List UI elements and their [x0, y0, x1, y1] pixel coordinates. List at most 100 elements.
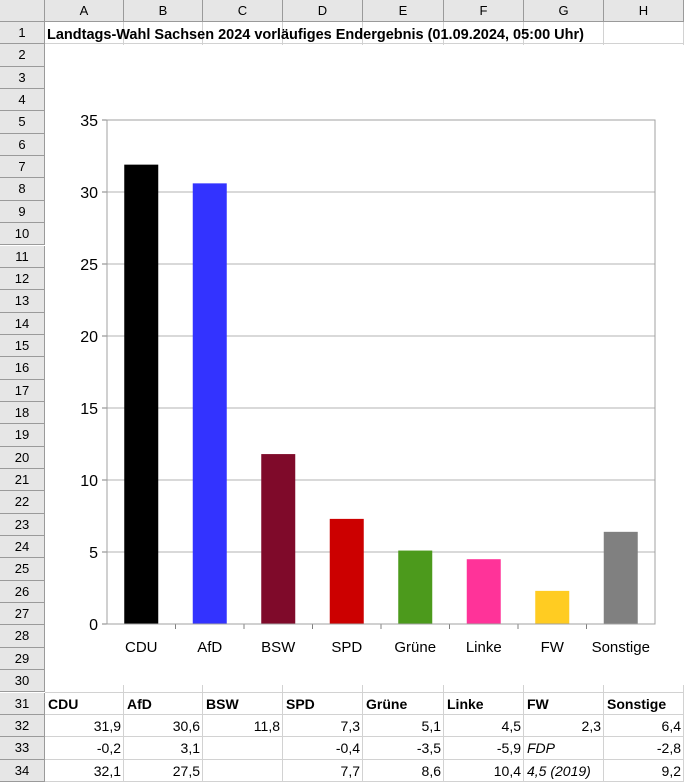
y-tick-label: 30 [80, 185, 98, 202]
x-tick-label-bsw: BSW [261, 639, 296, 656]
cell-h32[interactable]: 6,4 [661, 717, 681, 734]
row-header-33[interactable]: 33 [0, 737, 45, 760]
x-tick-label-linke: Linke [466, 639, 502, 656]
row-header-30[interactable]: 30 [0, 670, 45, 693]
y-tick-label: 0 [89, 617, 98, 634]
row-header-2[interactable]: 2 [0, 44, 45, 67]
y-tick-label: 10 [80, 473, 98, 490]
cell-d31[interactable]: SPD [286, 695, 315, 712]
sheet-title-cell[interactable]: Landtags-Wahl Sachsen 2024 vorläufiges E… [47, 27, 584, 43]
cell-e32[interactable]: 5,1 [421, 717, 441, 734]
bar-afd [192, 183, 227, 625]
cell-c34[interactable] [203, 760, 283, 782]
y-tick-label: 5 [89, 545, 98, 562]
cell-c32[interactable]: 11,8 [253, 717, 280, 734]
row-header-4[interactable]: 4 [0, 89, 45, 112]
row-header-16[interactable]: 16 [0, 357, 45, 380]
x-tick-label-fw: FW [541, 639, 565, 656]
cell-b34[interactable]: 27,5 [172, 762, 200, 779]
cell-g34[interactable]: 4,5 (2019) [527, 762, 591, 779]
cell-c33[interactable] [203, 737, 283, 759]
grid-row-line [45, 736, 684, 738]
column-header-d[interactable]: D [283, 0, 363, 22]
cell-b33[interactable]: 3,1 [180, 740, 200, 757]
column-header-h[interactable]: H [604, 0, 684, 22]
cell-b31[interactable]: AfD [127, 695, 152, 712]
bar-bsw [261, 454, 296, 624]
column-header-e[interactable]: E [363, 0, 444, 22]
row-header-13[interactable]: 13 [0, 290, 45, 313]
row-header-27[interactable]: 27 [0, 603, 45, 626]
cell-f34[interactable]: 10,4 [493, 762, 521, 779]
row-header-23[interactable]: 23 [0, 513, 45, 537]
row-header-9[interactable]: 9 [0, 200, 45, 224]
cell-e34[interactable]: 8,6 [421, 762, 441, 779]
row-header-10[interactable]: 10 [0, 223, 45, 246]
cell-e33[interactable]: -3,5 [416, 740, 441, 757]
row-header-3[interactable]: 3 [0, 66, 45, 90]
grid-row-line [45, 780, 684, 782]
cell-d32[interactable]: 7,3 [340, 717, 360, 734]
row-header-11[interactable]: 11 [0, 245, 45, 268]
row-header-28[interactable]: 28 [0, 625, 45, 648]
y-tick-label: 25 [80, 257, 98, 274]
row-header-17[interactable]: 17 [0, 379, 45, 402]
row-header-24[interactable]: 24 [0, 536, 45, 559]
cell-e31[interactable]: Grüne [366, 695, 408, 712]
cell-f31[interactable]: Linke [447, 695, 484, 712]
cell-d33[interactable]: -0,4 [335, 740, 360, 757]
y-tick-label: 20 [80, 329, 98, 346]
row-header-26[interactable]: 26 [0, 580, 45, 604]
row-header-6[interactable]: 6 [0, 133, 45, 157]
bar-sonstige [603, 531, 638, 624]
row-header-1[interactable]: 1 [0, 22, 45, 45]
bar-chart[interactable]: 0 5 10 15 20 25 30 35 CDU AfD BSW SPD Grüne Linke FW S… [45, 45, 684, 685]
row-header-31[interactable]: 31 [0, 692, 45, 715]
row-header-5[interactable]: 5 [0, 111, 45, 134]
column-header-f[interactable]: F [444, 0, 524, 22]
cell-g32[interactable]: 2,3 [581, 717, 601, 734]
column-header-g[interactable]: G [524, 0, 604, 22]
bar-spd [329, 518, 364, 624]
cell-d34[interactable]: 7,7 [340, 762, 360, 779]
row-header-18[interactable]: 18 [0, 401, 45, 425]
row-header-29[interactable]: 29 [0, 647, 45, 671]
cell-a31[interactable]: CDU [48, 695, 79, 712]
cell-g33[interactable]: FDP [527, 740, 555, 757]
row-header-34[interactable]: 34 [0, 759, 45, 782]
cell-f33[interactable]: -5,9 [496, 740, 521, 757]
bar-grüne [398, 550, 433, 624]
row-header-32[interactable]: 32 [0, 714, 45, 738]
cell-f32[interactable]: 4,5 [501, 717, 521, 734]
cell-a32[interactable]: 31,9 [93, 717, 121, 734]
cell-g31[interactable]: FW [527, 695, 549, 712]
x-tick-label-grüne: Grüne [394, 639, 436, 656]
row-header-14[interactable]: 14 [0, 312, 45, 335]
cell-b32[interactable]: 30,6 [172, 717, 200, 734]
cell-h34[interactable]: 9,2 [661, 762, 681, 779]
cell-a34[interactable]: 32,1 [93, 762, 121, 779]
row-header-19[interactable]: 19 [0, 424, 45, 447]
column-header-a[interactable]: A [45, 0, 124, 22]
cell-a33[interactable]: -0,2 [96, 740, 121, 757]
row-header-21[interactable]: 21 [0, 469, 45, 492]
x-tick-label-afd: AfD [197, 639, 222, 656]
column-header-b[interactable]: B [124, 0, 203, 22]
cell-h31[interactable]: Sonstige [607, 695, 667, 712]
cell-c31[interactable]: BSW [206, 695, 239, 712]
cell-h33[interactable]: -2,8 [656, 740, 681, 757]
row-header-7[interactable]: 7 [0, 156, 45, 179]
row-header-15[interactable]: 15 [0, 334, 45, 358]
row-header-20[interactable]: 20 [0, 446, 45, 469]
select-all-corner[interactable] [0, 0, 45, 22]
row-header-12[interactable]: 12 [0, 267, 45, 291]
bar-cdu [124, 164, 159, 624]
row-header-8[interactable]: 8 [0, 178, 45, 201]
x-tick-label-sonstige: Sonstige [592, 639, 650, 656]
column-header-c[interactable]: C [203, 0, 283, 22]
row-header-22[interactable]: 22 [0, 491, 45, 514]
bar-fw [535, 590, 570, 624]
row-header-25[interactable]: 25 [0, 558, 45, 581]
grid-row-line [45, 713, 684, 715]
